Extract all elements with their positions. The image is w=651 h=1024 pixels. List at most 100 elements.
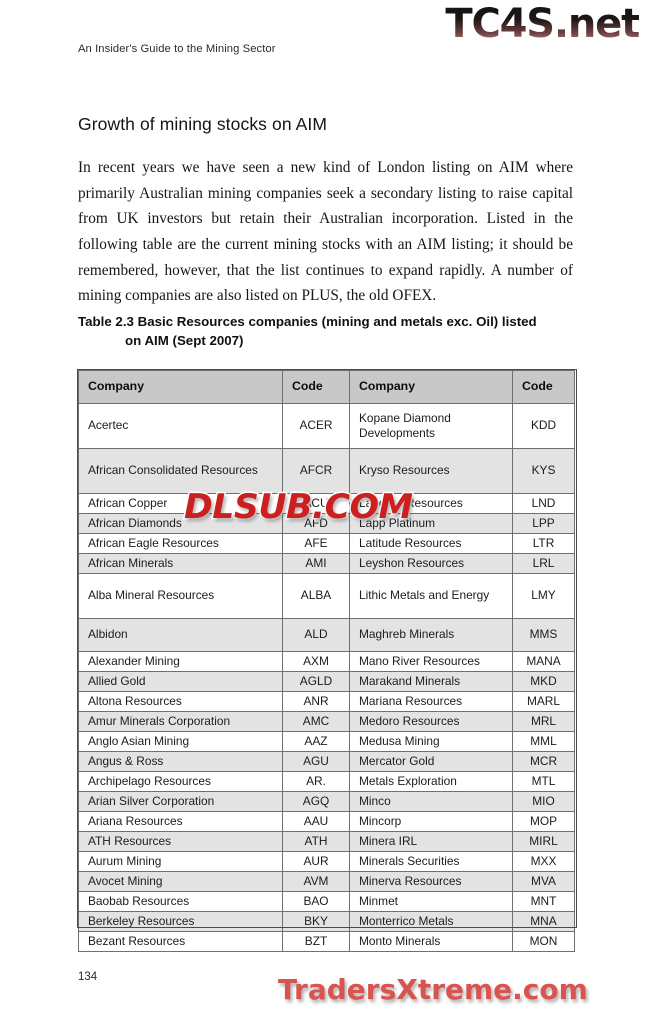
cell-company-left: Allied Gold [78,671,283,692]
table-row: Allied Gold AGLD Marakand Minerals MKD [78,671,575,692]
cell-code-left: BZT [282,931,350,952]
cell-company-right: Mercator Gold [349,751,513,772]
aim-table-wrapper: Company Code Company Code Acertec ACER Kop… [78,370,575,952]
top-watermark: TC4S.net [445,1,640,47]
cell-code-right: MCR [512,751,575,772]
cell-company-left: Alexander Mining [78,651,283,672]
cell-code-right: LPP [512,513,575,534]
table-row: Baobab Resources BAO Minmet MNT [78,891,575,912]
cell-company-left: African Eagle Resources [78,533,283,554]
cell-code-left: AFE [282,533,350,554]
body-paragraph: In recent years we have seen a new kind … [78,159,573,305]
cell-code-left: AFD [282,513,350,534]
cell-code-left: AMI [282,553,350,574]
cell-company-left: African Diamonds [78,513,283,534]
cell-company-right: Medoro Resources [349,711,513,732]
table-caption-line-2: on AIM (Sept 2007) [125,333,244,348]
cell-code-left: AAZ [282,731,350,752]
cell-code-right: MIO [512,791,575,812]
running-header: An Insider's Guide to the Mining Sector [78,43,276,55]
cell-code-right: MXX [512,851,575,872]
cell-code-right: MRL [512,711,575,732]
cell-code-right: MOP [512,811,575,832]
cell-code-right: MKD [512,671,575,692]
cell-code-left: AGLD [282,671,350,692]
table-row: African Consolidated Resources AFCR Kryso … [78,448,575,494]
cell-code-left: ALBA [282,573,350,619]
cell-company-right: Mincorp [349,811,513,832]
table-row: Acertec ACER Kopane Diamond Developments KD… [78,403,575,449]
cell-company-right: Marakand Minerals [349,671,513,692]
cell-company-left: Arian Silver Corporation [78,791,283,812]
cell-company-left: Archipelago Resources [78,771,283,792]
cell-company-left: Aurum Mining [78,851,283,872]
cell-code-right: MML [512,731,575,752]
cell-company-right: Lithic Metals and Energy [349,573,513,619]
cell-code-right: LRL [512,553,575,574]
cell-code-left: AFCR [282,448,350,494]
table-row: Ariana Resources AAU Mincorp MOP [78,811,575,832]
cell-company-right: Kryso Resources [349,448,513,494]
cell-code-left: ACER [282,403,350,449]
cell-company-left: Anglo Asian Mining [78,731,283,752]
page-number: 134 [78,971,98,983]
column-header-code-right: Code [512,370,575,404]
table-row: Bezant Resources BZT Monto Minerals MON [78,931,575,952]
table-row: Berkeley Resources BKY Monterrico Metals MN… [78,911,575,932]
cell-code-right: KDD [512,403,575,449]
cell-code-left: BAO [282,891,350,912]
cell-company-left: Angus & Ross [78,751,283,772]
cell-company-left: African Minerals [78,553,283,574]
cell-code-left: AVM [282,871,350,892]
cell-company-right: Minmet [349,891,513,912]
cell-code-left: AGQ [282,791,350,812]
cell-company-left: Ariana Resources [78,811,283,832]
cell-company-left: African Copper [78,493,283,514]
cell-company-left: Albidon [78,618,283,652]
table-row: Albidon ALD Maghreb Minerals MMS [78,618,575,652]
cell-company-right: Minerals Securities [349,851,513,872]
table-row: Alba Mineral Resources ALBA Lithic Metals … [78,573,575,619]
cell-company-right: Maghreb Minerals [349,618,513,652]
table-row: Archipelago Resources AR. Metals Explorati… [78,771,575,792]
cell-code-left: AR. [282,771,350,792]
cell-company-left: Acertec [78,403,283,449]
cell-company-right: Monterrico Metals [349,911,513,932]
cell-code-right: MNA [512,911,575,932]
bottom-watermark: TradersXtreme.com [276,971,589,1008]
cell-company-right: Medusa Mining [349,731,513,752]
cell-code-right: MIRL [512,831,575,852]
cell-company-right: Minera IRL [349,831,513,852]
table-header-row: Company Code Company Code [78,370,575,404]
cell-code-right: MTL [512,771,575,792]
cell-code-right: MANA [512,651,575,672]
table-body: Acertec ACER Kopane Diamond Developments KD… [78,403,575,952]
cell-company-left: Alba Mineral Resources [78,573,283,619]
cell-code-right: LMY [512,573,575,619]
cell-code-left: ACU [282,493,350,514]
table-row: Angus & Ross AGU Mercator Gold MCR [78,751,575,772]
cell-company-left: Amur Minerals Corporation [78,711,283,732]
table-caption-line-1: Table 2.3 Basic Resources companies (min… [78,314,537,329]
cell-code-left: ANR [282,691,350,712]
cell-company-right: Minerva Resources [349,871,513,892]
cell-company-right: Leyshon Resources [349,553,513,574]
table-row: African Diamonds AFD Lapp Platinum LPP [78,513,575,534]
table-row: African Copper ACU Landore Resources LND [78,493,575,514]
cell-company-right: Landore Resources [349,493,513,514]
cell-company-right: Monto Minerals [349,931,513,952]
cell-code-left: AAU [282,811,350,832]
cell-company-left: ATH Resources [78,831,283,852]
table-caption: Table 2.3 Basic Resources companies (min… [78,312,578,350]
cell-company-left: Avocet Mining [78,871,283,892]
table-row: Altona Resources ANR Mariana Resources MARL [78,691,575,712]
page-title: Growth of mining stocks on AIM [78,113,328,134]
column-header-company-right: Company [349,370,513,404]
cell-company-left: Bezant Resources [78,931,283,952]
table-row: Amur Minerals Corporation AMC Medoro Resou… [78,711,575,732]
table-row: Anglo Asian Mining AAZ Medusa Mining MML [78,731,575,752]
cell-code-left: AMC [282,711,350,732]
cell-code-left: AUR [282,851,350,872]
cell-company-left: African Consolidated Resources [78,448,283,494]
